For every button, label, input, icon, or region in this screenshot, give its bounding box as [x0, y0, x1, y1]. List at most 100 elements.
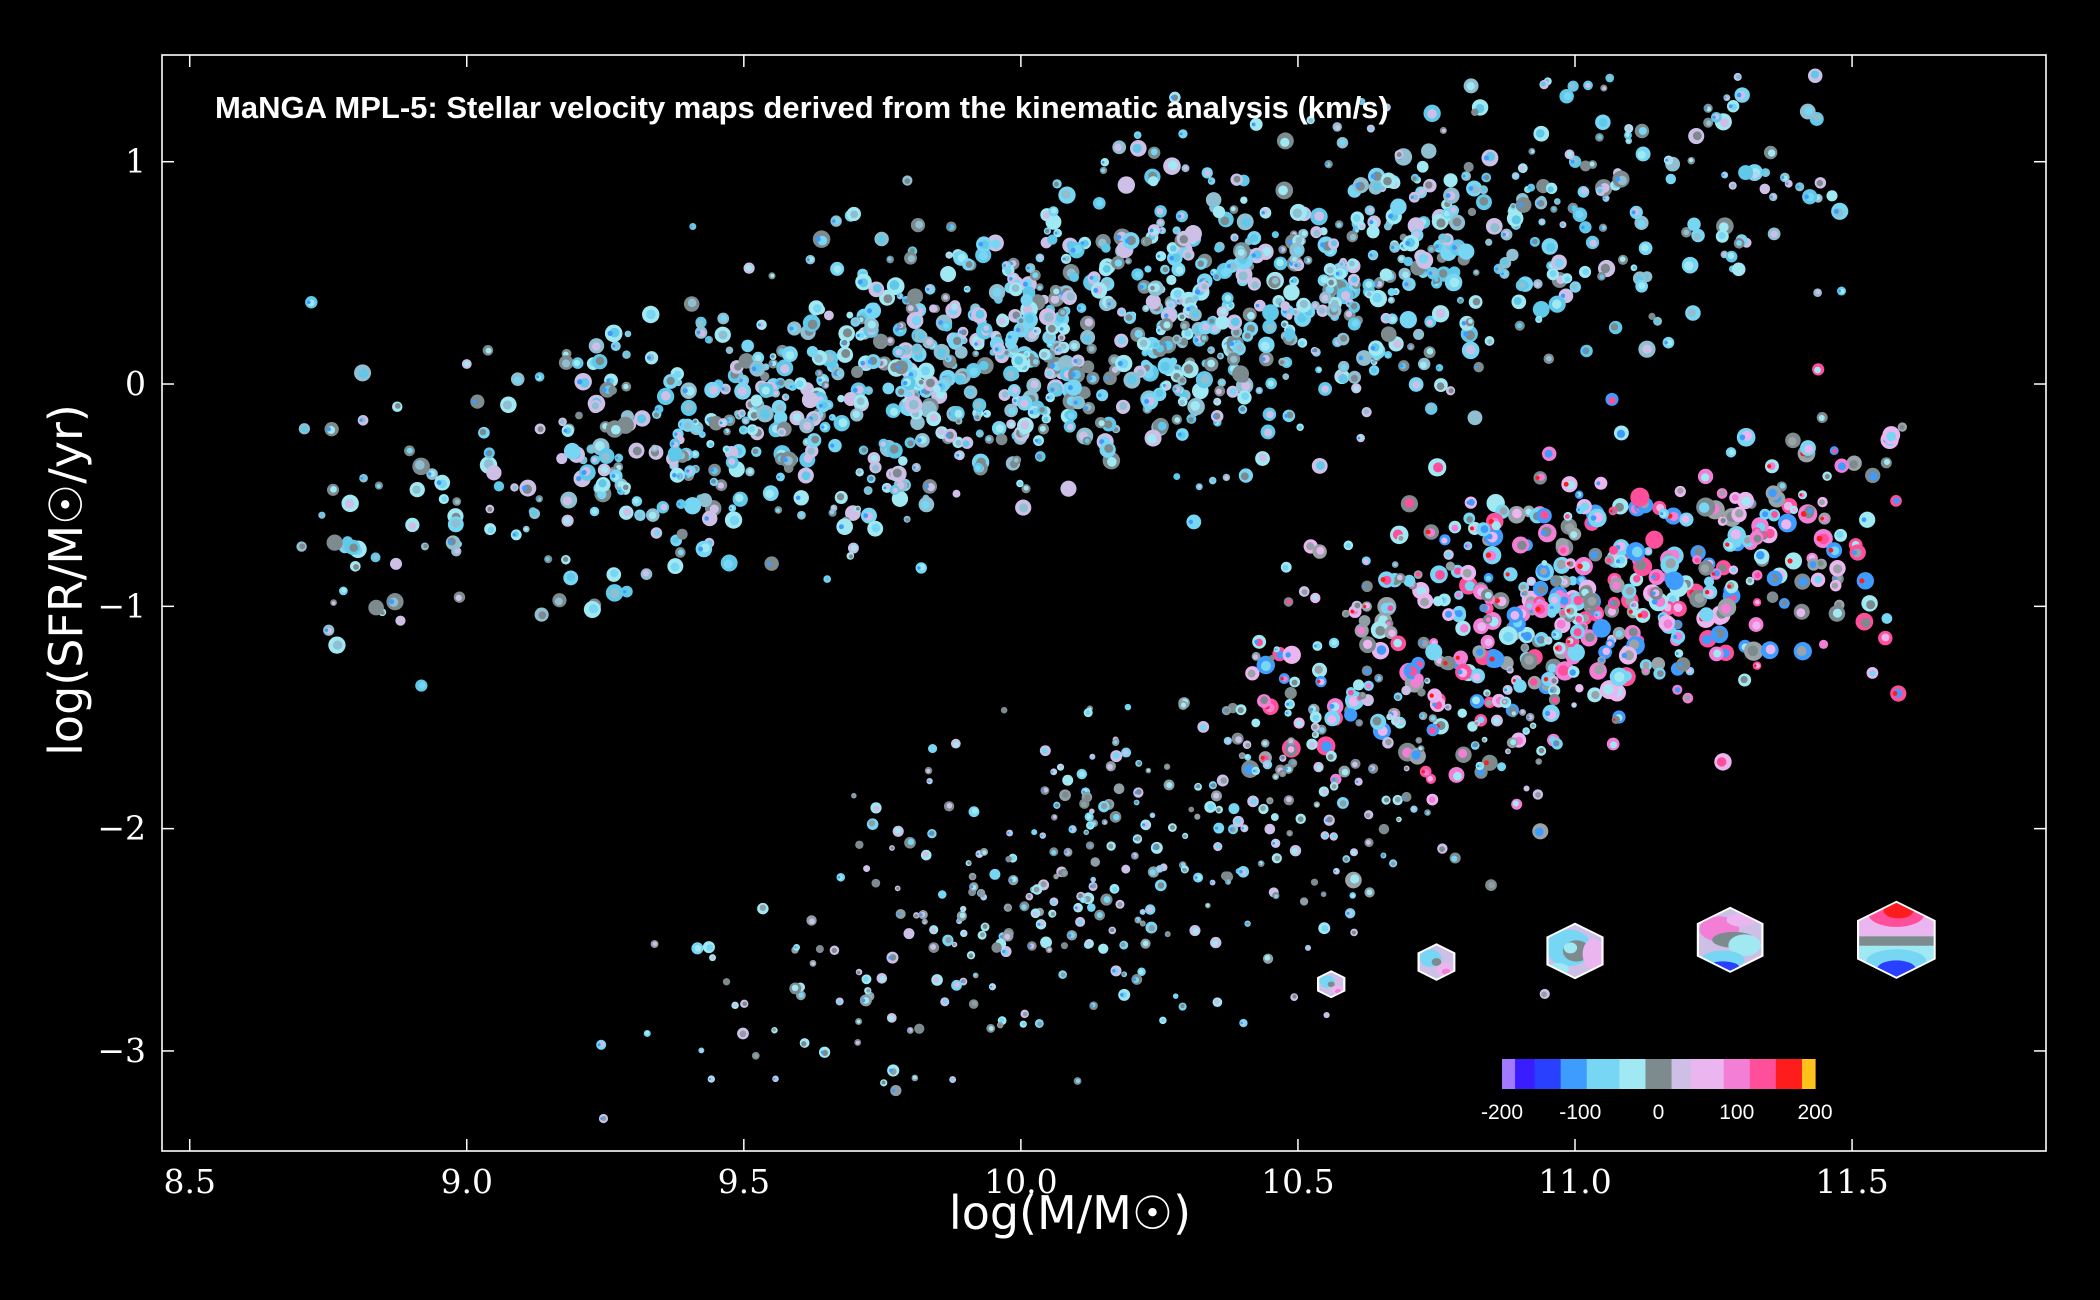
galaxy-point [1660, 555, 1679, 575]
galaxy-point [1324, 710, 1341, 727]
galaxy-point [1177, 396, 1188, 407]
galaxy-point [1424, 809, 1431, 816]
galaxy-point [833, 415, 850, 432]
galaxy-point [1309, 711, 1322, 724]
galaxy-point [1443, 173, 1458, 188]
galaxy-point [552, 593, 567, 608]
galaxy-point [534, 423, 546, 435]
galaxy-point [1034, 451, 1046, 462]
galaxy-point [1005, 330, 1019, 344]
galaxy-point [1312, 544, 1327, 559]
galaxy-point [1251, 651, 1261, 661]
galaxy-point [1485, 879, 1497, 891]
colorbar-segment [1795, 1059, 1803, 1089]
galaxy-point [1297, 337, 1308, 348]
galaxy-point [1278, 357, 1287, 367]
galaxy-point [1629, 572, 1644, 587]
galaxy-point [1482, 614, 1493, 624]
galaxy-point [1201, 167, 1213, 179]
galaxy-point [855, 968, 863, 976]
galaxy-point [1417, 745, 1425, 753]
galaxy-point [1086, 821, 1095, 830]
colorbar-segment [1665, 1059, 1673, 1089]
galaxy-point [1426, 793, 1439, 806]
galaxy-point [1060, 942, 1068, 950]
galaxy-point [1479, 603, 1488, 613]
galaxy-point [1279, 754, 1287, 762]
galaxy-point [1461, 341, 1480, 360]
galaxy-point [1532, 823, 1549, 840]
galaxy-point [866, 474, 876, 484]
galaxy-point [1384, 602, 1395, 614]
galaxy-point [1691, 228, 1705, 243]
galaxy-point [1467, 207, 1477, 217]
galaxy-point [620, 585, 633, 598]
galaxy-point [1271, 853, 1282, 864]
galaxy-point [1286, 829, 1293, 837]
galaxy-point [828, 413, 836, 421]
galaxy-point [756, 319, 767, 331]
galaxy-point [835, 997, 844, 1006]
galaxy-point [1593, 610, 1603, 620]
galaxy-point [1443, 187, 1460, 204]
galaxy-point [1502, 684, 1513, 695]
galaxy-point [1663, 155, 1674, 165]
galaxy-point [1348, 301, 1361, 313]
galaxy-point [1350, 211, 1365, 225]
galaxy-point [1826, 542, 1843, 559]
galaxy-point [876, 972, 888, 984]
galaxy-point [1082, 401, 1096, 415]
galaxy-point [470, 394, 485, 409]
galaxy-point [1083, 829, 1090, 836]
galaxy-point [1100, 893, 1113, 906]
galaxy-point [1430, 565, 1448, 584]
galaxy-point [1003, 365, 1019, 382]
galaxy-point [950, 406, 965, 421]
galaxy-point [892, 345, 905, 358]
galaxy-point [1180, 337, 1189, 346]
galaxy-point [758, 383, 774, 398]
galaxy-point [1368, 340, 1384, 356]
galaxy-point [563, 442, 581, 460]
galaxy-point [921, 918, 928, 925]
galaxy-point [1699, 607, 1714, 622]
galaxy-point [1459, 576, 1478, 595]
galaxy-point [1402, 277, 1416, 291]
galaxy-point [1520, 652, 1538, 670]
galaxy-point [1396, 816, 1402, 823]
galaxy-point [1481, 172, 1492, 183]
colorbar-segment [1502, 1059, 1510, 1089]
galaxy-point [746, 424, 758, 436]
galaxy-point [1172, 384, 1183, 394]
galaxy-point [1003, 903, 1013, 912]
galaxy-point [954, 450, 965, 461]
galaxy-point [1109, 811, 1122, 823]
galaxy-point [776, 472, 785, 482]
galaxy-point [931, 974, 943, 986]
galaxy-point [1469, 694, 1485, 709]
galaxy-point [1428, 714, 1437, 723]
galaxy-point [1298, 228, 1309, 239]
galaxy-point [1725, 447, 1737, 458]
galaxy-point [1682, 692, 1694, 704]
galaxy-point [1333, 267, 1347, 280]
galaxy-point [897, 321, 907, 331]
galaxy-point [412, 457, 430, 476]
galaxy-point [609, 469, 623, 483]
galaxy-point [1266, 797, 1274, 805]
galaxy-point [918, 910, 928, 920]
galaxy-point [977, 930, 987, 940]
galaxy-point [992, 343, 1006, 356]
galaxy-point [1611, 715, 1621, 724]
galaxy-point [1432, 596, 1444, 607]
galaxy-point [980, 847, 989, 856]
galaxy-point [1234, 247, 1247, 260]
galaxy-point [592, 354, 608, 370]
galaxy-point [1441, 655, 1456, 671]
galaxy-point [1423, 346, 1436, 359]
galaxy-point [1155, 865, 1164, 873]
galaxy-point [1514, 320, 1525, 331]
galaxy-point [1195, 483, 1203, 491]
galaxy-point [1204, 801, 1217, 813]
galaxy-point [1449, 214, 1466, 231]
